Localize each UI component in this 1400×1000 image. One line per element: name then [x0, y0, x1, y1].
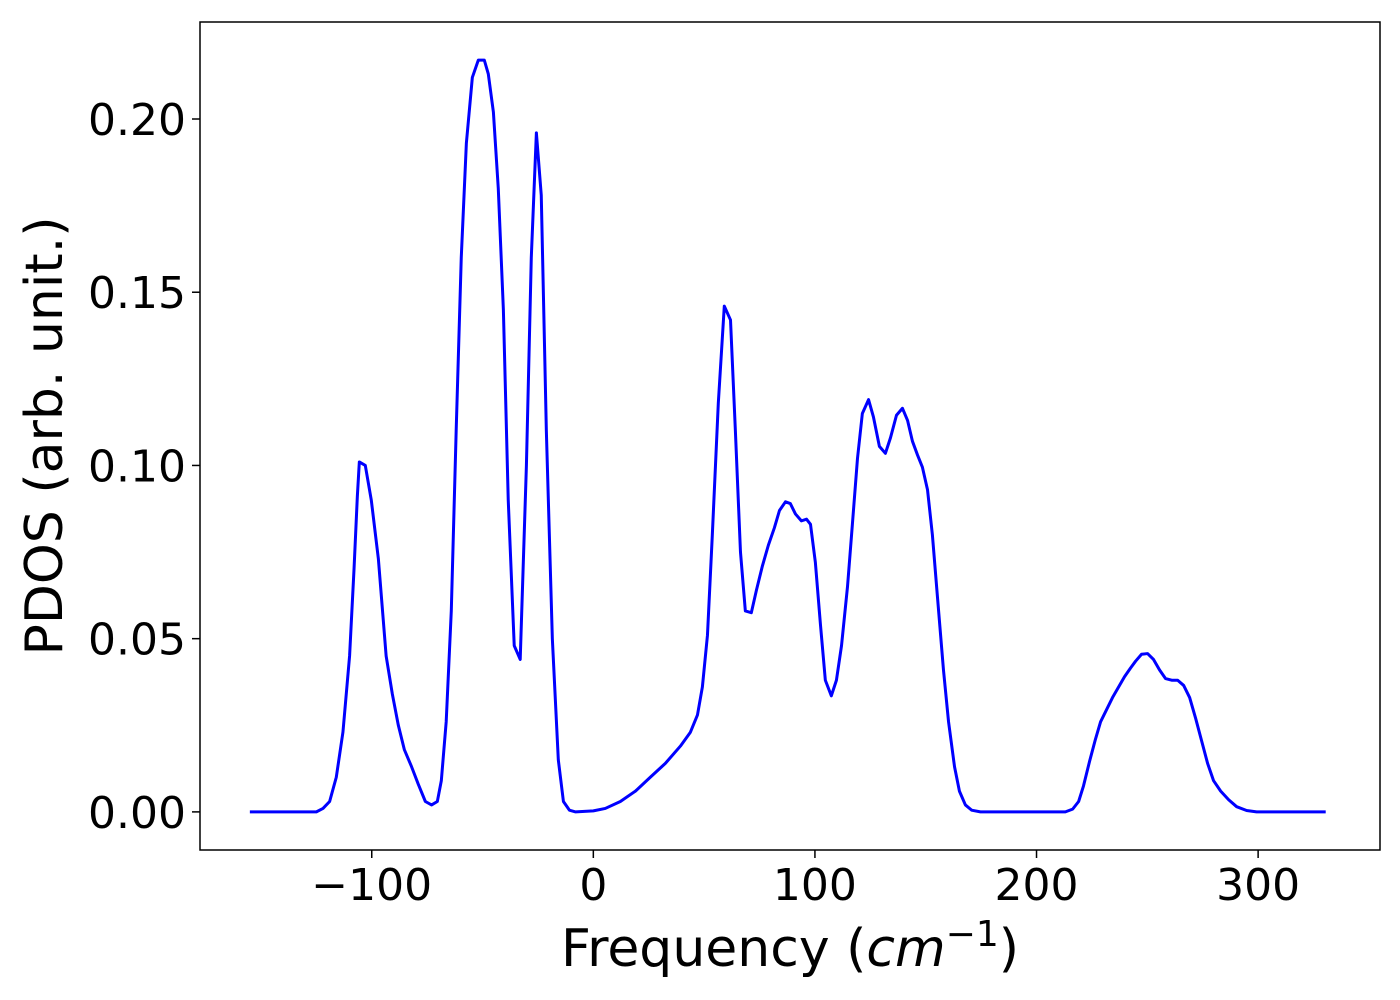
y-tick-label: 0.00	[88, 788, 186, 839]
y-tick-label: 0.05	[88, 615, 186, 666]
y-tick-label: 0.10	[88, 441, 186, 492]
x-label-unit: cm	[866, 919, 945, 979]
x-tick-label: 200	[995, 860, 1079, 911]
x-label-exponent: −1	[946, 914, 999, 955]
plot-frame	[199, 21, 1381, 851]
x-tick-label: 0	[579, 860, 607, 911]
y-tick-label: 0.15	[88, 268, 186, 319]
x-label-text: )	[999, 919, 1019, 979]
y-tick-label: 0.20	[88, 95, 186, 146]
line-series	[249, 58, 1326, 814]
x-tick-label: −100	[311, 860, 432, 911]
x-label-text: Frequency (	[561, 919, 866, 979]
x-axis-label: Frequency (cm−1)	[561, 914, 1019, 979]
y-axis-label: PDOS (arb. unit.)	[15, 216, 75, 655]
x-tick-label: 300	[1216, 860, 1300, 911]
x-tick-label: 100	[773, 860, 857, 911]
